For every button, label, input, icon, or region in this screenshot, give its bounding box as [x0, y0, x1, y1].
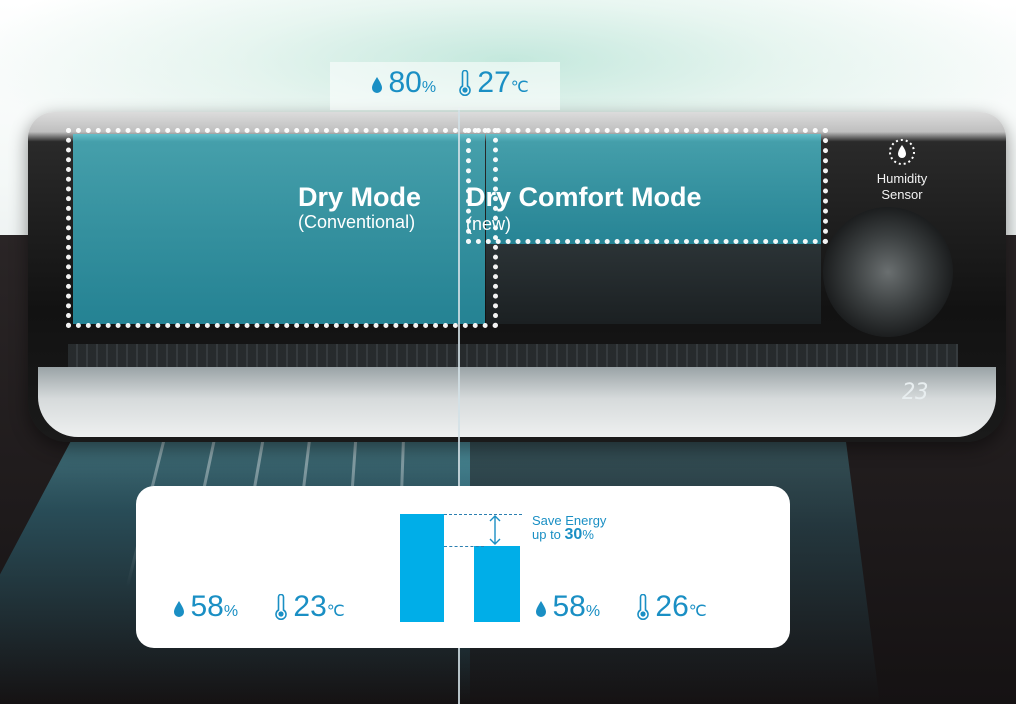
dry-mode-temperature-value: 23 — [293, 590, 327, 623]
energy-bar-dry-comfort — [474, 546, 520, 622]
comparison-panel: Save Energy up to 30% 58% 23℃ 58% 26℃ — [136, 486, 790, 648]
unit-display-temperature: 23 — [902, 380, 929, 405]
thermometer-icon — [459, 70, 471, 96]
dry-comfort-mode-title: Dry Comfort Mode — [466, 182, 702, 212]
humidity-sensor: Humidity Sensor — [862, 137, 942, 203]
dry-comfort-coil-outline — [466, 128, 828, 244]
water-drop-icon — [536, 601, 546, 617]
air-conditioner-unit: 23 — [28, 112, 1006, 442]
dry-mode-readout: 58% 23℃ — [172, 590, 345, 624]
dry-comfort-readout: 58% 26℃ — [534, 590, 707, 624]
unit-front-panel — [38, 367, 996, 437]
save-energy-value: 30 — [564, 526, 583, 543]
dry-mode-subtitle: (Conventional) — [298, 212, 416, 232]
sensor-label-line1: Humidity — [876, 171, 928, 186]
top-readout: 80% 27℃ — [370, 66, 529, 100]
top-temperature-value: 27 — [477, 66, 511, 99]
comparison-divider — [458, 108, 460, 704]
save-energy-prefix: up to — [532, 527, 565, 542]
thermometer-icon — [637, 594, 649, 620]
reference-line-top — [444, 514, 522, 515]
fan-motor — [823, 207, 953, 337]
top-humidity-unit: % — [421, 79, 437, 96]
water-drop-icon — [372, 77, 382, 93]
top-readout-backdrop — [330, 62, 560, 110]
dry-comfort-humidity-value: 58 — [552, 590, 586, 623]
top-temperature-unit: ℃ — [510, 79, 529, 96]
save-energy-note: Save Energy up to 30% — [532, 513, 607, 543]
dry-comfort-temperature-value: 26 — [655, 590, 689, 623]
sensor-label-line2: Sensor — [881, 187, 923, 202]
save-energy-unit: % — [582, 527, 594, 542]
coil-right-inactive — [486, 244, 821, 324]
coil-right-active — [486, 134, 821, 244]
reference-line-bottom — [444, 546, 484, 547]
water-drop-icon — [174, 601, 184, 617]
save-energy-line1: Save Energy — [532, 513, 607, 528]
energy-bar-dry-mode — [400, 514, 444, 622]
dry-mode-title: Dry Mode — [298, 182, 422, 212]
dry-comfort-mode-subtitle: (new) — [466, 214, 512, 234]
humidity-sensor-icon — [889, 139, 915, 165]
coil-left — [73, 134, 485, 324]
dry-mode-humidity-unit: % — [223, 603, 239, 620]
dry-comfort-humidity-unit: % — [585, 603, 601, 620]
up-down-arrow-icon — [489, 515, 501, 545]
dry-mode-coil-outline — [66, 128, 498, 328]
dry-mode-humidity-value: 58 — [190, 590, 224, 623]
dry-comfort-temperature-unit: ℃ — [688, 603, 707, 620]
thermometer-icon — [275, 594, 287, 620]
top-humidity-value: 80 — [388, 66, 422, 99]
save-energy-line2: up to 30% — [532, 526, 606, 543]
dry-mode-temperature-unit: ℃ — [326, 603, 345, 620]
